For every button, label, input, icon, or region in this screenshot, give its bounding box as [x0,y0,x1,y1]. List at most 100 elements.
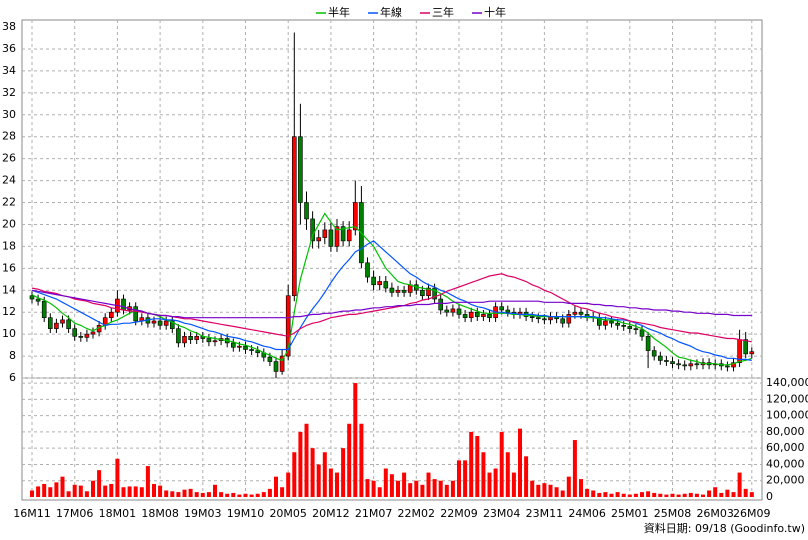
volume-bar [109,483,114,497]
y-tick-label: 14 [2,283,16,296]
volume-bar [646,491,651,497]
candle-body [743,339,749,355]
volume-bar [103,485,108,497]
candle-body [212,340,218,343]
volume-bar [682,493,687,497]
volume-bar [548,484,553,497]
candle-body [615,322,620,326]
candle-body [621,325,627,327]
candle-body [334,226,340,247]
volume-bar [426,472,431,497]
volume-bar [225,493,230,497]
volume-bar [469,431,474,497]
candle-body [639,329,645,337]
candle-body [462,314,468,318]
volume-bar [286,472,291,497]
volume-bar [627,494,632,497]
volume-bar [402,472,407,497]
volume-bar [389,474,394,497]
candle-body [255,350,260,354]
volume-bar [316,464,321,497]
volume-bar [652,492,657,497]
candle-body [54,322,59,329]
candle-body [35,298,41,302]
candle-body [29,295,35,300]
x-tick-label: 24M06 [568,507,606,520]
volume-bar [438,480,443,497]
candle-body [566,314,572,324]
volume-bar [670,493,675,497]
candle-body [389,287,395,293]
y-tick-label: 10 [2,327,16,340]
y-tick-label: 36 [2,42,16,55]
candle-body [456,308,462,315]
candle-body [340,226,346,242]
volume-bar [694,493,699,497]
volume-bar [97,470,102,497]
candle-body [78,336,84,338]
y-tick-label: 20 [2,217,16,230]
candle-body [651,350,657,357]
candle-body [121,298,126,311]
footnote: 資料日期: 09/18 (Goodinfo.tw) [644,521,805,535]
y2-tick-label: 140,000 [766,376,808,389]
candle-body [41,300,47,318]
volume-bar [615,492,620,497]
volume-bar [591,490,596,497]
y-tick-label: 18 [2,239,16,252]
candle-body [542,318,547,321]
volume-bar [536,484,541,497]
candle-body [645,336,651,351]
candle-body [603,320,608,326]
candle-body [279,355,285,372]
volume-bar [133,486,138,497]
candle-body [444,309,450,313]
ma-line [31,289,752,319]
candle-body [731,362,736,368]
x-tick-label: 22M02 [398,507,436,520]
y-tick-label: 26 [2,152,16,165]
volume-bar [524,456,529,497]
volume-bar [664,494,669,497]
volume-bar [554,487,559,497]
volume-bar [493,468,498,497]
x-tick-label: 19M10 [227,507,265,520]
candle-body [346,229,352,242]
volume-bar [341,448,346,497]
candle-body [670,361,675,365]
volume-bar [499,431,504,497]
x-tick-label: 19M03 [184,507,222,520]
volume-bar [597,492,602,497]
volume-bar [213,484,217,497]
x-tick-label: 17M06 [56,507,94,520]
y-tick-label: 32 [2,86,16,99]
volume-bar [280,487,285,497]
x-tick-label: 22M09 [440,507,478,520]
candle-body [578,311,584,315]
plot-frame [21,19,763,501]
volume-bar [91,480,95,497]
volume-bar [701,494,705,497]
volume-bar [48,487,53,497]
candle-body [426,287,431,297]
volume-bar [36,486,41,497]
volume-bar [572,440,577,497]
y2-tick-label: 100,000 [766,409,808,422]
y-tick-label: 12 [2,305,16,318]
volume-bar [505,452,510,497]
candle-body [322,229,328,238]
candle-body [682,364,688,367]
volume-bar [731,492,736,497]
legend-label: 年線 [380,5,402,19]
volume-bar [267,488,272,497]
candle-body [231,342,236,348]
volume-bar [676,494,681,497]
volume-bar [725,489,730,497]
x-tick-label: 25M08 [654,507,692,520]
volume-bar [640,492,644,497]
x-tick-label: 16M11 [13,507,51,520]
volume-bar [292,452,297,497]
candle-body [468,311,474,318]
